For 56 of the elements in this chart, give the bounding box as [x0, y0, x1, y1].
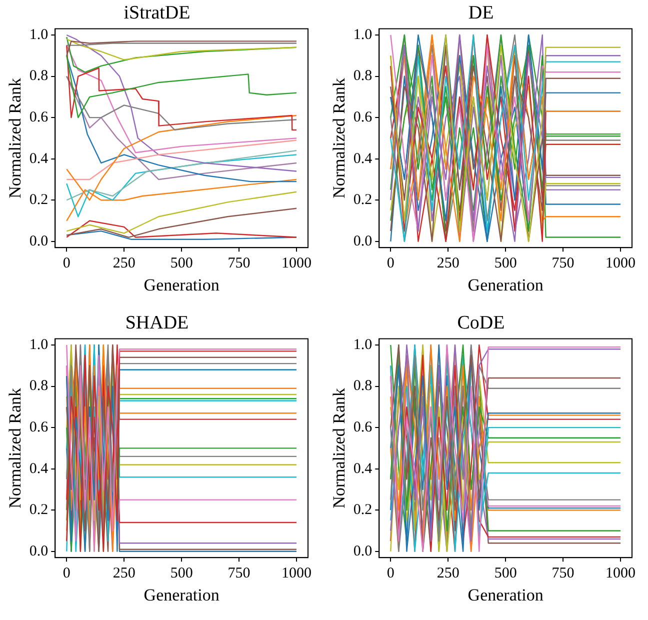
- y-tick-label: 0.2: [353, 192, 372, 208]
- y-tick-label: 0.6: [353, 109, 373, 126]
- chart-title: CoDE: [457, 312, 505, 334]
- y-tick-label: 0.0: [29, 543, 48, 560]
- y-tick-label: 0.0: [29, 233, 48, 250]
- x-tick-label: 500: [170, 256, 193, 272]
- x-tick-label: 250: [112, 256, 136, 272]
- x-tick-label: 0: [386, 566, 394, 582]
- x-tick-label: 1000: [282, 256, 312, 272]
- x-tick-label: 250: [112, 566, 136, 582]
- x-tick-label: 750: [552, 566, 574, 582]
- x-tick-label: 750: [228, 566, 250, 582]
- y-tick-label: 1.0: [29, 26, 48, 43]
- x-tick-label: 750: [228, 256, 250, 272]
- x-tick-label: 500: [494, 566, 517, 582]
- y-tick-label: 0.6: [353, 419, 373, 436]
- y-tick-label: 0.6: [29, 109, 49, 126]
- chart-title: DE: [468, 2, 494, 24]
- y-tick-label: 0.8: [353, 378, 372, 394]
- y-tick-label: 0.8: [29, 68, 48, 84]
- y-axis-title: Normalized Rank: [6, 388, 25, 508]
- y-axis-title: Normalized Rank: [330, 78, 349, 198]
- x-tick-label: 250: [436, 566, 460, 582]
- y-tick-label: 0.2: [353, 502, 372, 518]
- y-tick-label: 1.0: [353, 26, 372, 43]
- y-tick-label: 0.8: [353, 68, 372, 84]
- x-axis-title: Generation: [144, 275, 220, 294]
- x-axis-title: Generation: [144, 585, 220, 604]
- y-tick-label: 1.0: [353, 336, 372, 353]
- y-tick-label: 0.4: [353, 150, 373, 167]
- x-axis-title: Generation: [468, 275, 544, 294]
- y-axis-title: Normalized Rank: [330, 388, 349, 508]
- y-tick-label: 0.4: [29, 150, 49, 167]
- y-tick-label: 0.2: [29, 192, 48, 208]
- y-tick-label: 1.0: [29, 336, 48, 353]
- y-axis-title: Normalized Rank: [6, 78, 25, 198]
- y-tick-label: 0.6: [29, 419, 49, 436]
- y-tick-label: 0.2: [29, 502, 48, 518]
- x-tick-label: 250: [436, 256, 460, 272]
- y-tick-label: 0.0: [353, 233, 372, 250]
- x-tick-label: 1000: [606, 256, 636, 272]
- x-tick-label: 0: [386, 256, 394, 272]
- chart-title: SHADE: [125, 312, 189, 334]
- y-tick-label: 0.4: [353, 460, 373, 477]
- x-tick-label: 500: [494, 256, 517, 272]
- chart-title: iStratDE: [124, 2, 190, 24]
- x-tick-label: 1000: [606, 566, 636, 582]
- x-tick-label: 750: [552, 256, 574, 272]
- y-tick-label: 0.8: [29, 378, 48, 394]
- y-tick-label: 0.0: [353, 543, 372, 560]
- x-tick-label: 0: [62, 256, 70, 272]
- x-tick-label: 0: [62, 566, 70, 582]
- x-axis-title: Generation: [468, 585, 544, 604]
- x-tick-label: 1000: [282, 566, 312, 582]
- y-tick-label: 0.4: [29, 460, 49, 477]
- x-tick-label: 500: [170, 566, 193, 582]
